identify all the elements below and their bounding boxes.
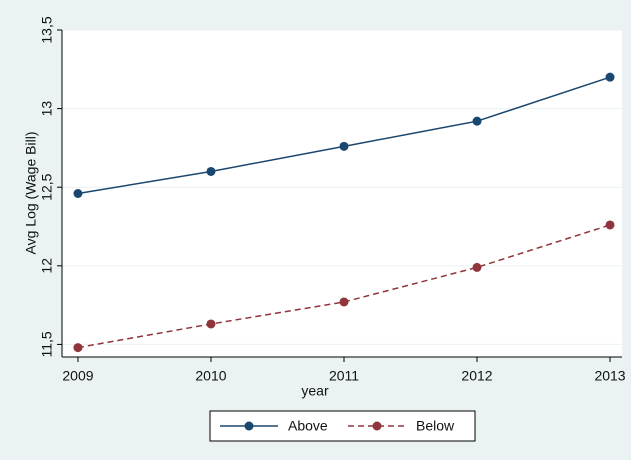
plot-area <box>62 30 622 357</box>
y-tick-label: 11,5 <box>39 331 55 357</box>
data-point <box>472 116 482 126</box>
x-tick-label: 2013 <box>594 368 625 384</box>
legend-marker <box>372 421 382 431</box>
data-point <box>73 343 83 353</box>
data-point <box>339 297 349 307</box>
y-tick-label: 12 <box>39 258 55 274</box>
legend-label: Above <box>288 418 328 434</box>
y-axis-label: Avg Log (Wage Bill) <box>23 132 39 255</box>
legend-box <box>209 410 476 442</box>
data-point <box>206 319 216 329</box>
data-point <box>339 141 349 151</box>
data-point <box>605 220 615 230</box>
x-tick-label: 2012 <box>461 368 492 384</box>
y-tick-label: 13 <box>39 101 55 117</box>
y-tick-label: 12,5 <box>39 173 55 200</box>
x-tick-label: 2011 <box>329 368 359 384</box>
x-axis-label: year <box>301 383 329 399</box>
x-tick-label: 2009 <box>62 368 93 384</box>
data-point <box>73 189 83 198</box>
series-line <box>77 224 611 349</box>
data-point <box>206 166 216 176</box>
legend-marker <box>244 421 254 431</box>
data-point <box>472 262 482 272</box>
y-tick-label: 13,5 <box>39 16 55 43</box>
legend-label: Below <box>416 418 455 434</box>
data-point <box>605 72 615 82</box>
x-tick-label: 2010 <box>195 368 226 384</box>
